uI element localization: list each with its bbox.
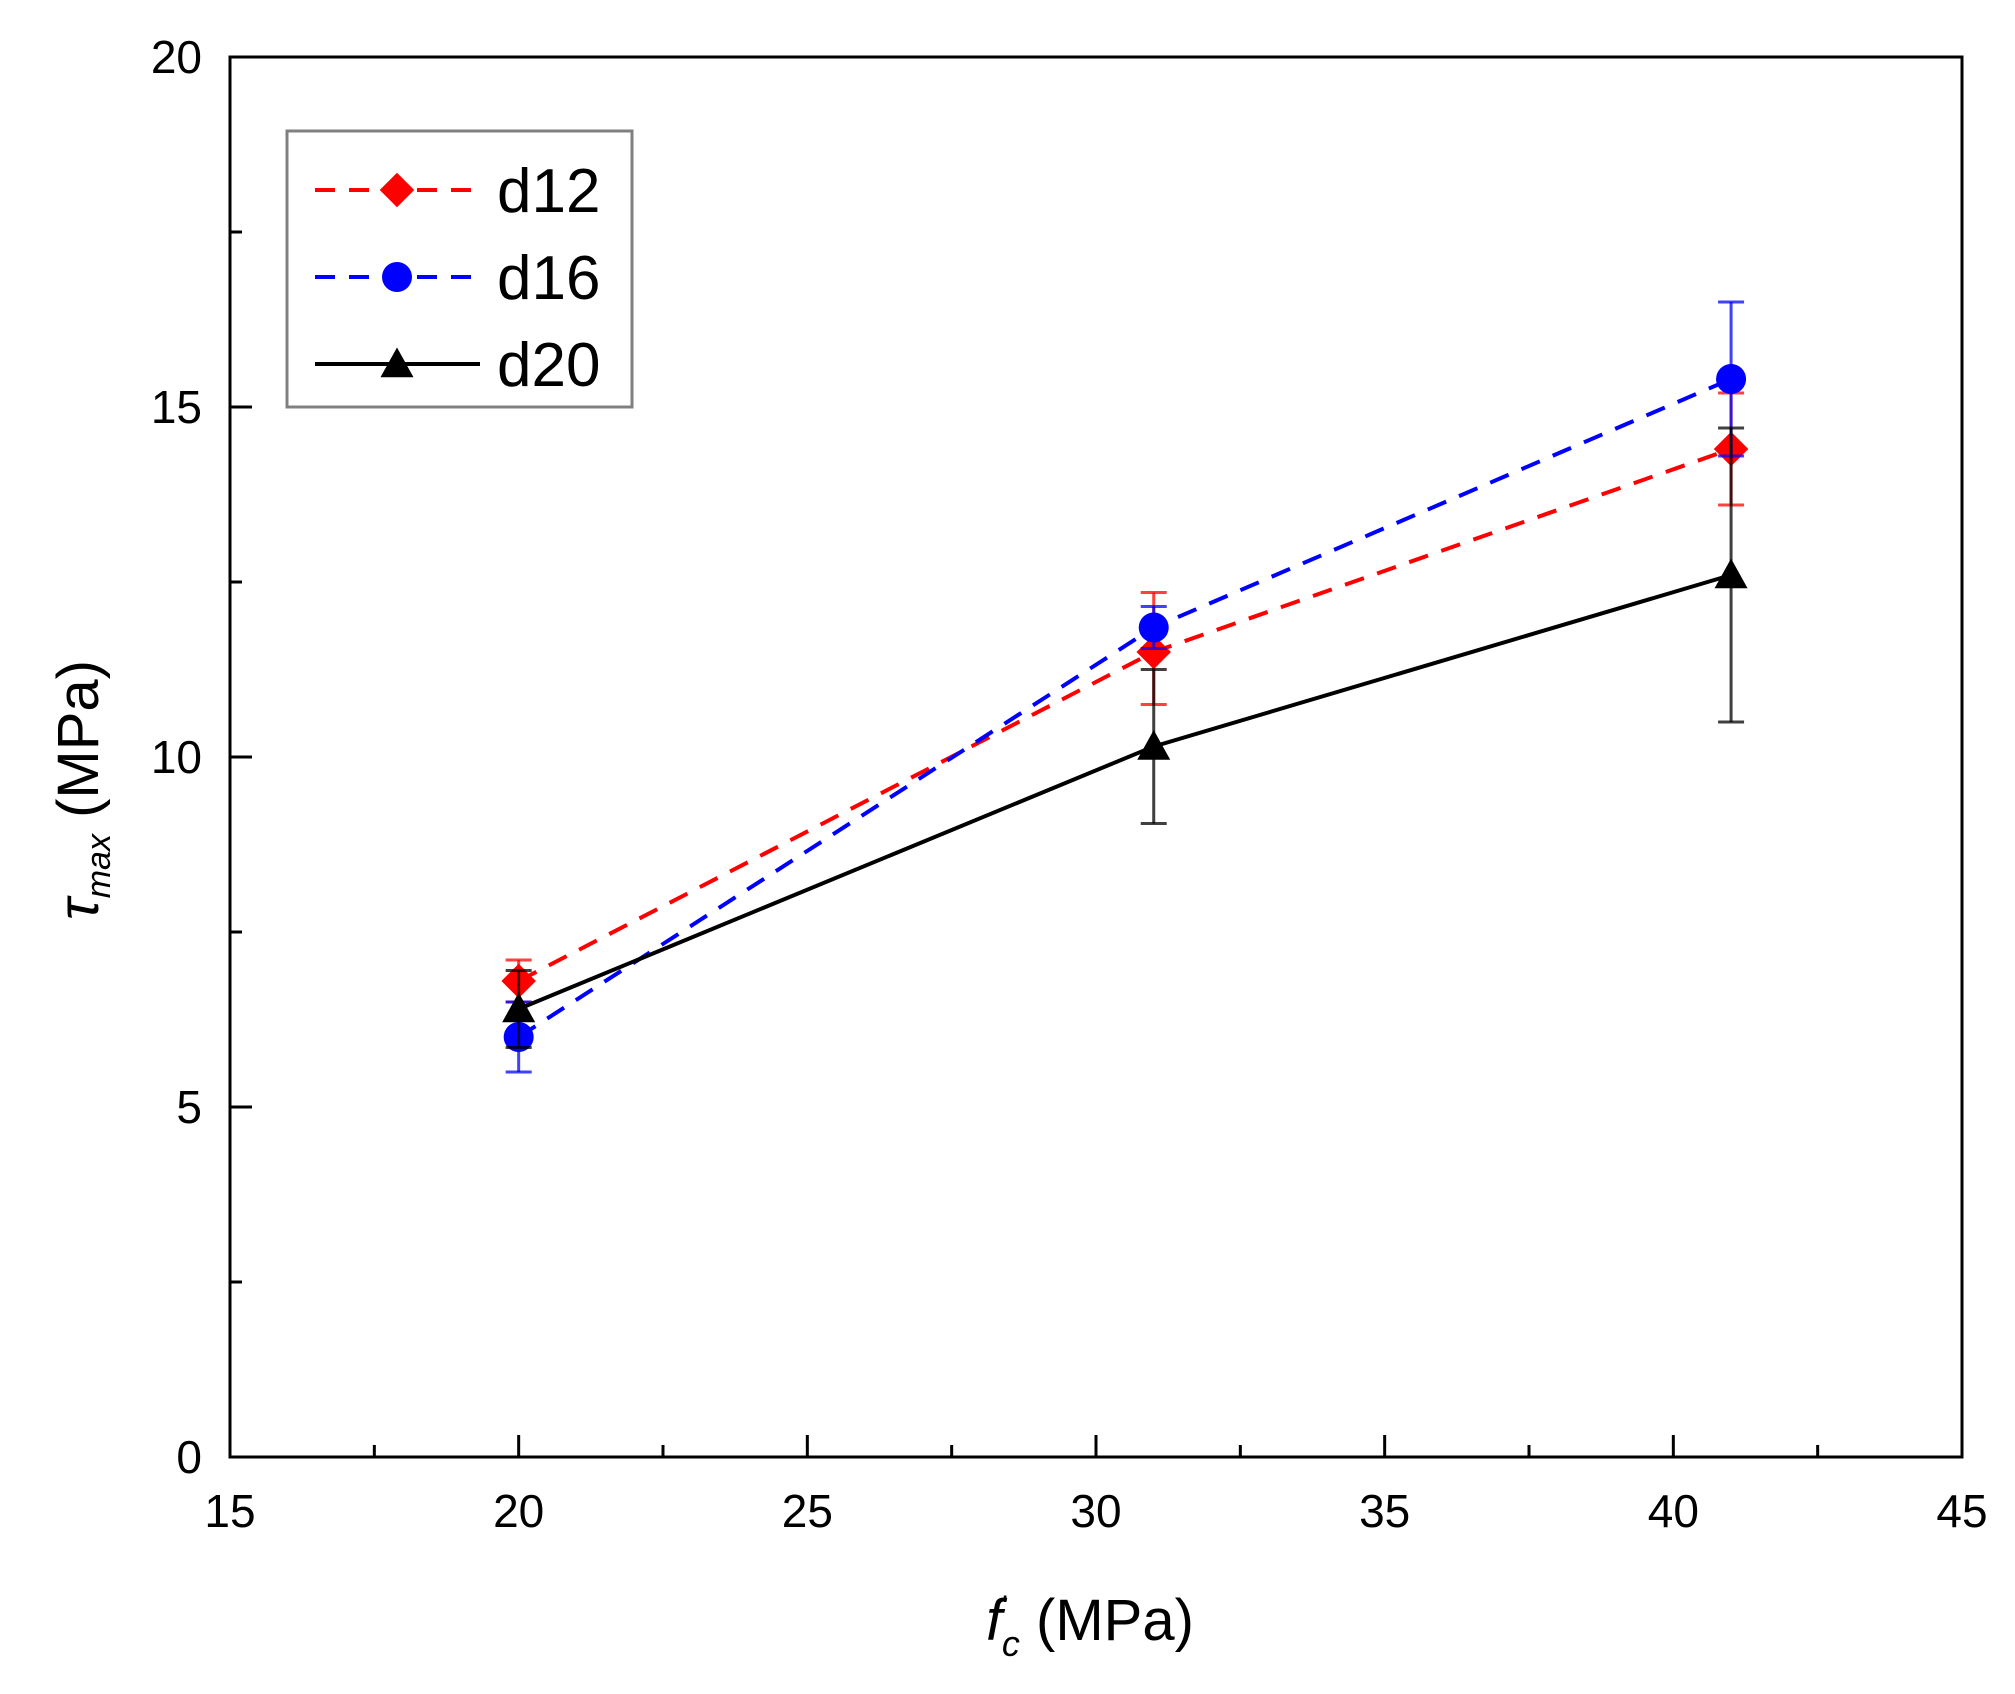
y-axis-ticks: 0 5 10 15 20 bbox=[151, 31, 252, 1483]
legend-box bbox=[285, 129, 634, 409]
x-tick-label: 40 bbox=[1648, 1485, 1699, 1537]
data-point-d20 bbox=[502, 992, 536, 1023]
y-tick-label: 5 bbox=[176, 1081, 202, 1133]
y-tick-label: 20 bbox=[151, 31, 202, 83]
data-point-d16 bbox=[1716, 364, 1747, 394]
y-axis-title: τmax (MPa) bbox=[46, 660, 118, 920]
legend-marker-d20 bbox=[380, 347, 414, 378]
x-tick-label: 20 bbox=[493, 1485, 544, 1537]
y-tick-label: 10 bbox=[151, 731, 202, 783]
series-layer bbox=[501, 300, 1749, 1074]
y-axis-title-unit: (MPa) bbox=[46, 660, 111, 834]
y-tick-label: 15 bbox=[151, 381, 202, 433]
x-tick-label: 25 bbox=[782, 1485, 833, 1537]
x-tick-label: 45 bbox=[1936, 1485, 1987, 1537]
series-d20 bbox=[502, 426, 1748, 1049]
y-axis-title-sub: max bbox=[80, 833, 118, 898]
legend-marker-d12 bbox=[379, 172, 415, 208]
x-axis-title-sup: ' bbox=[1002, 1590, 1008, 1623]
y-axis-title-main: τ bbox=[46, 895, 111, 920]
data-point-d16 bbox=[1138, 612, 1169, 643]
series-d16 bbox=[503, 300, 1747, 1074]
series-d12 bbox=[501, 391, 1749, 1004]
series-line-d12 bbox=[517, 447, 1732, 983]
legend-marker-d16 bbox=[382, 262, 412, 292]
legend-label-d12: d12 bbox=[497, 157, 600, 226]
legend-label-d16: d16 bbox=[497, 244, 600, 313]
data-point-d20 bbox=[1137, 730, 1171, 760]
x-axis-title-unit: (MPa) bbox=[1020, 1588, 1194, 1653]
series-line-d16 bbox=[517, 377, 1732, 1039]
x-tick-label: 15 bbox=[204, 1485, 255, 1537]
x-axis-ticks: 15 20 25 30 35 40 45 bbox=[204, 1435, 1988, 1537]
x-tick-label: 30 bbox=[1070, 1485, 1121, 1537]
x-axis-title-sub: c bbox=[1002, 1623, 1020, 1664]
legend-label-d20: d20 bbox=[497, 331, 600, 400]
legend: d12 d16 d20 bbox=[285, 129, 634, 409]
series-line-d20 bbox=[517, 573, 1732, 1011]
data-point-d12 bbox=[1136, 634, 1171, 670]
data-point-d20 bbox=[1714, 558, 1748, 589]
x-axis-title: f' c (MPa) bbox=[986, 1588, 1194, 1664]
y-tick-label: 0 bbox=[176, 1431, 202, 1483]
x-tick-label: 35 bbox=[1359, 1485, 1410, 1537]
